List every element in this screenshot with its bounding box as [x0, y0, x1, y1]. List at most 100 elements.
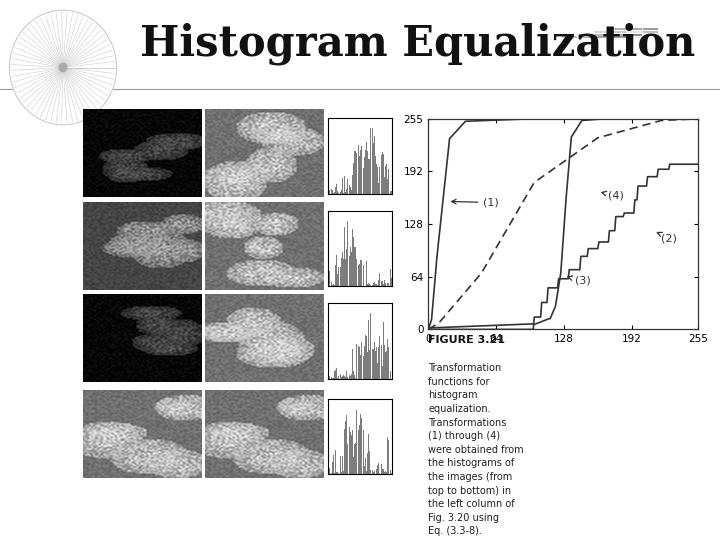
Bar	[360, 260, 361, 287]
Bar	[372, 349, 373, 379]
Bar	[364, 466, 365, 475]
Bar	[336, 472, 337, 475]
Text: FIGURE 3.21: FIGURE 3.21	[428, 335, 505, 345]
Bar	[364, 158, 365, 194]
Bar	[330, 281, 331, 287]
Bar	[378, 347, 379, 379]
Bar	[387, 437, 388, 475]
Bar	[388, 347, 389, 379]
Bar	[385, 471, 386, 475]
Bar	[336, 368, 337, 379]
Bar	[328, 471, 329, 475]
Bar	[352, 174, 353, 194]
Bar	[354, 375, 355, 379]
Text: (4): (4)	[602, 191, 624, 201]
Bar	[383, 469, 384, 475]
Bar	[351, 374, 352, 379]
Bar	[348, 428, 349, 475]
Bar	[353, 256, 354, 287]
Bar	[626, 31, 642, 33]
Bar	[341, 377, 342, 379]
Bar	[350, 376, 351, 379]
Bar	[353, 163, 354, 194]
Bar	[390, 268, 391, 287]
Bar	[367, 151, 368, 194]
Bar	[377, 167, 378, 194]
Bar	[330, 171, 331, 194]
Bar	[352, 430, 353, 475]
Bar	[357, 409, 358, 475]
Bar	[343, 374, 344, 379]
Bar	[341, 258, 342, 287]
Bar	[332, 285, 333, 287]
Bar	[341, 472, 342, 475]
Bar	[331, 282, 332, 287]
Bar	[331, 189, 332, 194]
Bar	[368, 434, 369, 475]
Bar	[336, 255, 337, 287]
Bar	[388, 440, 389, 475]
Bar	[358, 339, 359, 379]
Bar	[331, 377, 332, 379]
Bar	[626, 33, 642, 36]
Bar	[378, 463, 379, 475]
Bar	[355, 378, 356, 379]
Bar	[328, 185, 329, 194]
Bar	[361, 174, 362, 194]
Bar	[375, 285, 376, 287]
Bar	[360, 414, 361, 475]
Bar	[334, 371, 335, 379]
Bar	[362, 350, 363, 379]
Bar	[340, 376, 341, 379]
Bar	[390, 370, 391, 379]
Bar	[594, 36, 609, 38]
Bar	[337, 472, 338, 475]
Bar	[330, 373, 331, 379]
Bar	[362, 262, 363, 287]
Bar	[373, 284, 374, 287]
Bar	[391, 474, 392, 475]
Bar	[389, 464, 390, 475]
Bar	[384, 352, 385, 379]
Bar	[369, 284, 370, 287]
Bar	[329, 376, 330, 379]
Bar	[392, 192, 393, 194]
Bar	[350, 432, 351, 475]
Bar	[329, 190, 330, 194]
Bar	[361, 427, 362, 475]
Bar	[338, 192, 339, 194]
Bar	[392, 370, 393, 379]
Bar	[611, 33, 626, 36]
Bar	[370, 313, 371, 379]
Bar	[360, 355, 361, 379]
Bar	[382, 469, 383, 475]
Bar	[347, 179, 348, 194]
Bar	[331, 473, 332, 475]
Bar	[361, 360, 362, 379]
Bar	[372, 470, 373, 475]
Bar	[372, 285, 373, 287]
Bar	[577, 33, 593, 36]
Bar	[327, 376, 328, 379]
Bar	[337, 191, 338, 194]
Bar	[344, 227, 345, 287]
Bar	[343, 435, 344, 475]
Bar	[390, 191, 391, 194]
Bar	[370, 129, 371, 194]
Bar	[346, 189, 347, 194]
Bar	[348, 229, 349, 287]
Bar	[329, 468, 330, 475]
Bar	[335, 370, 336, 379]
Bar	[385, 284, 386, 287]
Bar	[366, 176, 367, 194]
Bar	[382, 152, 383, 194]
Circle shape	[59, 63, 67, 71]
Bar	[387, 179, 388, 194]
Bar	[341, 190, 342, 194]
Text: Transformation
functions for
histogram
equalization.
Transformations
(1) through: Transformation functions for histogram e…	[428, 363, 524, 536]
Bar	[388, 170, 389, 194]
Bar	[373, 349, 374, 379]
Bar	[376, 357, 377, 379]
Bar	[327, 466, 328, 475]
Bar	[340, 179, 341, 194]
